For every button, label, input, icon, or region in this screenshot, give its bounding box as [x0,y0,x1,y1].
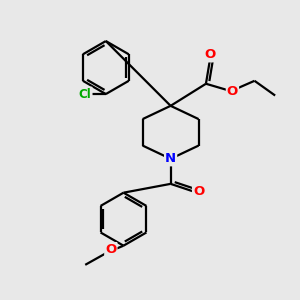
Text: O: O [193,185,204,198]
Text: O: O [105,243,116,256]
Text: O: O [205,48,216,62]
Text: O: O [227,85,238,98]
Text: N: N [165,152,176,165]
Text: Cl: Cl [79,88,92,100]
